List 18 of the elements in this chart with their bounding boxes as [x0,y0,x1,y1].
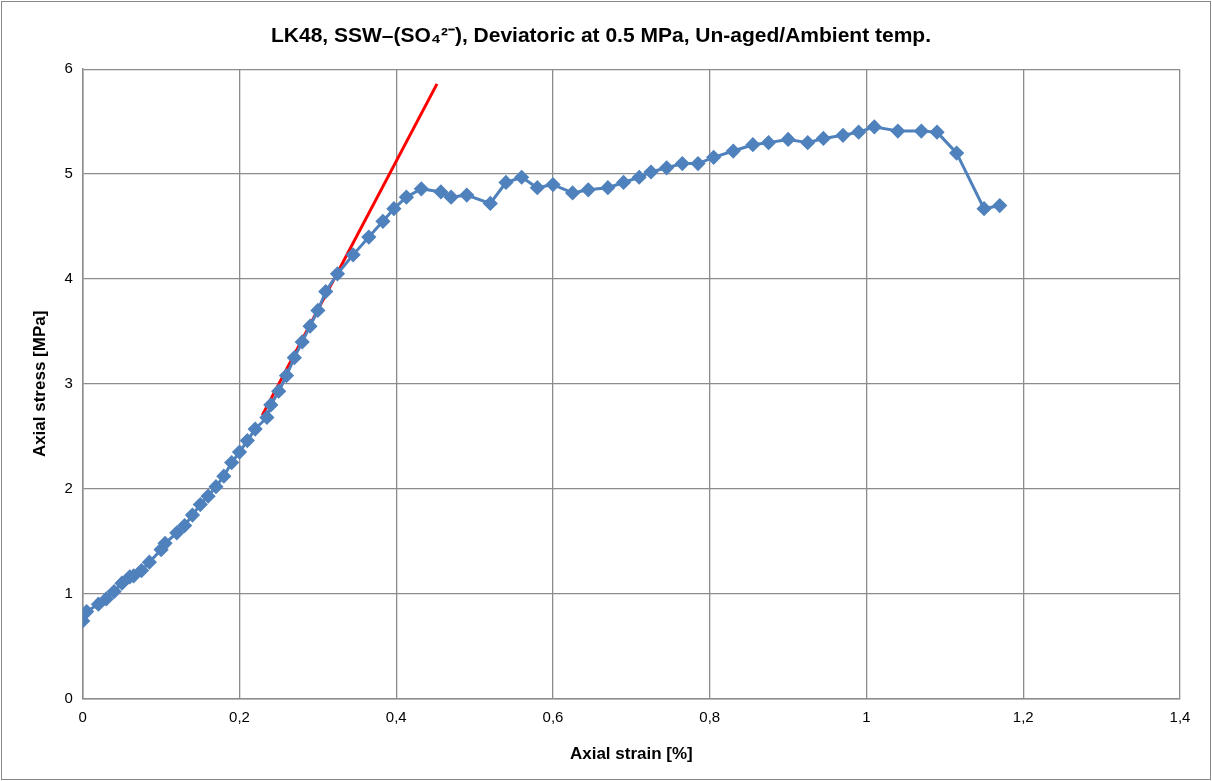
x-tick-label: 0 [78,707,87,725]
y-tick-label: 2 [64,478,73,496]
x-tick-label: 0,4 [385,707,407,725]
chart-title: LK48, SSW–(SO₄²⁻), Deviatoric at 0.5 MPa, Un-aged/Ambient temp. [271,23,931,47]
y-tick-label: 5 [64,164,73,182]
x-axis-title: Axial strain [%] [569,744,693,764]
x-tick-label: 1 [862,707,871,725]
x-tick-label: 1,2 [1012,707,1034,725]
x-tick-label: 0,6 [542,707,564,725]
y-tick-label: 1 [64,583,73,601]
y-tick-label: 0 [64,688,73,706]
x-tick-label: 1,4 [1169,707,1191,725]
y-tick-label: 6 [64,59,73,77]
x-tick-label: 0,2 [229,707,250,725]
y-tick-label: 3 [64,374,73,392]
y-axis-title: Axial stress [MPa] [29,310,49,458]
x-tick-label: 0,8 [699,707,721,725]
y-tick-label: 4 [64,269,73,287]
